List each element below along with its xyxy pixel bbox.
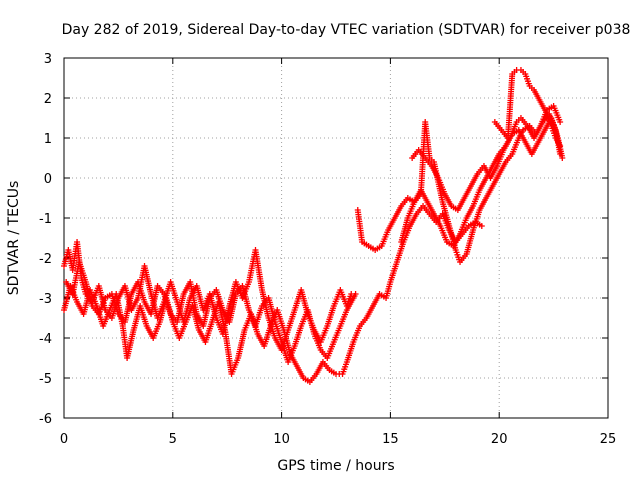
plot-frame — [63, 57, 609, 419]
series-track-7 — [491, 67, 564, 149]
y-tick-label: 0 — [44, 172, 52, 187]
grid-lines — [64, 58, 608, 418]
y-tick-label: -6 — [39, 412, 52, 427]
y-tick-label: 3 — [44, 52, 52, 67]
series-track-2 — [61, 203, 485, 385]
x-tick-label: 15 — [382, 432, 399, 447]
y-tick-label: -2 — [39, 252, 52, 267]
data-point-marker — [478, 223, 485, 229]
x-tick-label: 0 — [60, 432, 68, 447]
x-tick-label: 10 — [273, 432, 290, 447]
series-track-5 — [398, 115, 566, 249]
series-track-3 — [63, 259, 359, 365]
y-tick-label: 1 — [44, 132, 52, 147]
data-point-marker — [559, 155, 566, 161]
data-point-marker — [557, 143, 564, 149]
y-axis-label: SDTVAR / TECUs — [6, 181, 22, 296]
y-tick-label: -5 — [39, 372, 52, 387]
y-tick-label: 2 — [44, 92, 52, 107]
axis-ticks — [63, 57, 609, 419]
x-tick-label: 5 — [169, 432, 177, 447]
x-tick-labels: 0 5 10 15 20 25 — [60, 432, 616, 447]
x-axis-label: GPS time / hours — [277, 458, 394, 474]
y-tick-label: -3 — [39, 292, 52, 307]
data-marks — [61, 67, 566, 385]
y-tick-labels: -6 -5 -4 -3 -2 -1 0 1 2 3 — [39, 52, 52, 427]
data-point-marker — [557, 119, 564, 125]
x-tick-label: 25 — [600, 432, 617, 447]
x-tick-label: 20 — [491, 432, 508, 447]
y-tick-label: -4 — [39, 332, 52, 347]
y-tick-label: -1 — [39, 212, 52, 227]
data-point-marker — [352, 291, 359, 297]
chart-title: Day 282 of 2019, Sidereal Day-to-day VTE… — [62, 22, 631, 38]
